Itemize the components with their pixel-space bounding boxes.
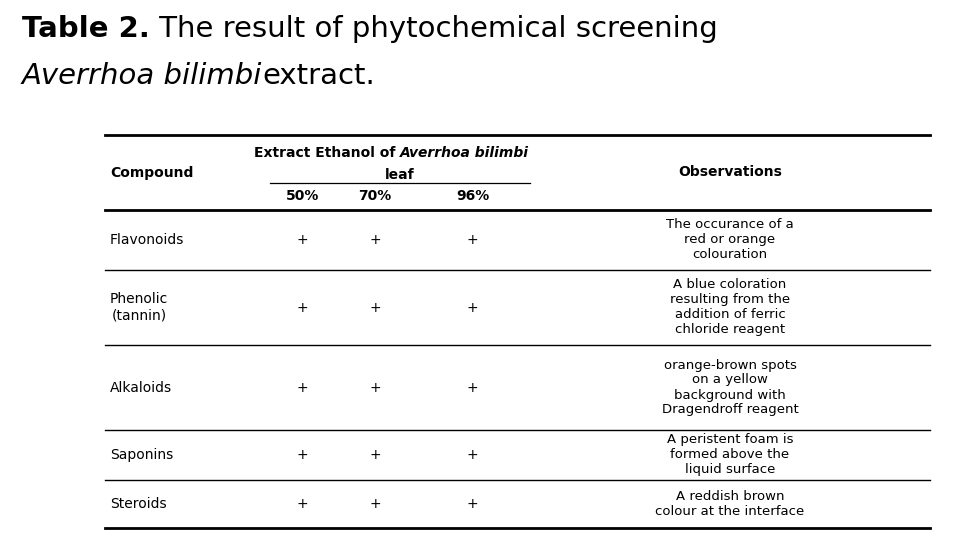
Text: +: + xyxy=(297,497,308,511)
Text: +: + xyxy=(370,233,381,247)
Text: orange-brown spots
on a yellow
background with
Dragendroff reagent: orange-brown spots on a yellow backgroun… xyxy=(661,359,799,416)
Text: +: + xyxy=(297,300,308,314)
Text: +: + xyxy=(370,497,381,511)
Text: Phenolic
(tannin): Phenolic (tannin) xyxy=(110,292,168,322)
Text: +: + xyxy=(297,233,308,247)
Text: Flavonoids: Flavonoids xyxy=(110,233,184,247)
Text: Saponins: Saponins xyxy=(110,448,173,462)
Text: Compound: Compound xyxy=(110,165,193,179)
Text: 50%: 50% xyxy=(286,190,319,204)
Text: 96%: 96% xyxy=(456,190,490,204)
Text: +: + xyxy=(370,381,381,395)
Text: +: + xyxy=(370,300,381,314)
Text: Extract Ethanol of: Extract Ethanol of xyxy=(253,146,400,160)
Text: +: + xyxy=(467,448,478,462)
Text: Averrhoa bilimbi: Averrhoa bilimbi xyxy=(22,62,262,90)
Text: +: + xyxy=(467,233,478,247)
Text: +: + xyxy=(297,381,308,395)
Text: +: + xyxy=(297,448,308,462)
Text: 70%: 70% xyxy=(358,190,392,204)
Text: A blue coloration
resulting from the
addition of ferric
chloride reagent: A blue coloration resulting from the add… xyxy=(670,279,790,336)
Text: The result of phytochemical screening: The result of phytochemical screening xyxy=(150,15,718,43)
Text: Observations: Observations xyxy=(678,165,782,179)
Text: Table 2.: Table 2. xyxy=(22,15,150,43)
Text: extract.: extract. xyxy=(262,62,375,90)
Text: +: + xyxy=(467,381,478,395)
Text: Averrhoa bilimbi: Averrhoa bilimbi xyxy=(400,146,529,160)
Text: +: + xyxy=(467,300,478,314)
Text: A reddish brown
colour at the interface: A reddish brown colour at the interface xyxy=(656,490,804,518)
Text: +: + xyxy=(467,497,478,511)
Text: Steroids: Steroids xyxy=(110,497,167,511)
Text: The occurance of a
red or orange
colouration: The occurance of a red or orange coloura… xyxy=(666,219,794,261)
Text: +: + xyxy=(370,448,381,462)
Text: Alkaloids: Alkaloids xyxy=(110,381,172,395)
Text: leaf: leaf xyxy=(385,168,415,182)
Text: A peristent foam is
formed above the
liquid surface: A peristent foam is formed above the liq… xyxy=(667,434,793,476)
